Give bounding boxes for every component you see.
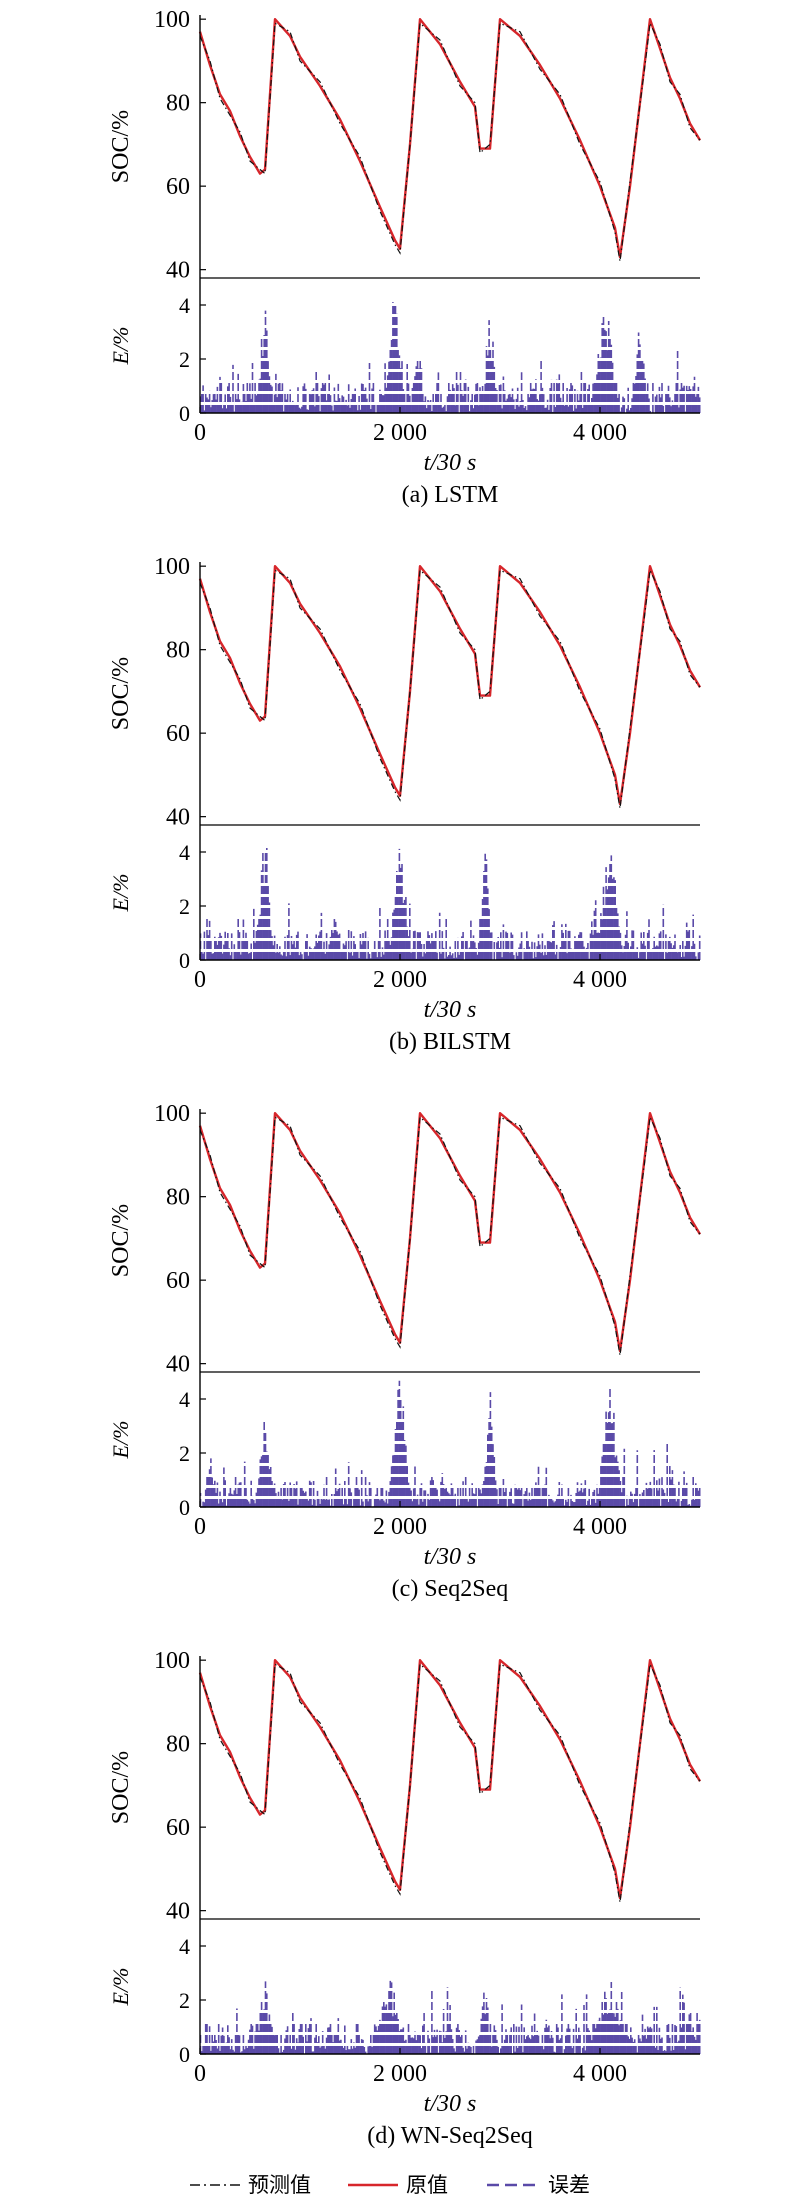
x-tick-label: 0 [194,1514,206,1540]
legend-label-predicted: 预测值 [248,2173,311,2197]
legend-item-predicted: 预测值 [190,2173,311,2197]
soc-line-predicted-2 [199,568,701,809]
soc-line-original-1 [198,18,702,259]
soc-line-original-2 [198,565,702,806]
soc-axis-label: SOC/% [108,110,134,183]
soc-tick-label: 100 [154,554,190,580]
panel-caption: (d) WN-Seq2Seq [367,2123,533,2149]
error-tick-label: 2 [179,347,190,372]
error-series-1 [199,302,701,413]
error-axis-label: E/% [108,874,133,913]
error-tick-label: 2 [179,1988,190,2013]
error-series-3 [199,1380,701,1507]
error-tick-label: 4 [179,1387,190,1412]
x-axis-label: t/30 s [424,1544,477,1570]
x-tick-label: 0 [194,2061,206,2087]
x-tick-label: 4 000 [573,967,627,993]
x-tick-label: 2 000 [373,1514,427,1540]
soc-line-predicted-3 [199,1115,701,1356]
soc-line-predicted-4 [199,1662,701,1903]
x-axis-label: t/30 s [424,997,477,1023]
error-tick-label: 4 [179,293,190,318]
soc-tick-label: 80 [166,638,190,664]
x-tick-label: 2 000 [373,2061,427,2087]
soc-tick-label: 60 [166,1268,190,1294]
soc-tick-label: 40 [166,1352,190,1378]
error-tick-label: 2 [179,894,190,919]
panel-caption: (a) LSTM [402,482,499,508]
soc-tick-label: 80 [166,1732,190,1758]
error-axis-label: E/% [108,1968,133,2007]
error-tick-label: 0 [179,948,190,973]
soc-tick-label: 40 [166,1899,190,1925]
soc-line-original-3 [198,1111,702,1353]
soc-line-predicted-1 [199,21,701,262]
x-tick-label: 4 000 [573,2061,627,2087]
soc-axis-label: SOC/% [108,657,134,730]
soc-tick-label: 100 [154,1648,190,1674]
soc-line-original-4 [198,1658,702,1900]
x-axis-label: t/30 s [424,2091,477,2117]
error-tick-label: 0 [179,1495,190,1520]
soc-tick-label: 60 [166,1815,190,1841]
soc-tick-label: 80 [166,91,190,117]
error-series-2 [199,847,701,960]
legend-item-error: 误差 [487,2173,590,2197]
error-tick-label: 0 [179,2042,190,2067]
error-tick-label: 2 [179,1441,190,1466]
soc-tick-label: 40 [166,805,190,831]
soc-tick-label: 60 [166,721,190,747]
error-tick-label: 0 [179,401,190,426]
x-tick-label: 4 000 [573,420,627,446]
legend-label-error: 误差 [548,2173,590,2197]
x-tick-label: 0 [194,967,206,993]
x-tick-label: 0 [194,420,206,446]
error-tick-label: 4 [179,1934,190,1959]
error-axis-label: E/% [108,327,133,366]
x-tick-label: 4 000 [573,1514,627,1540]
x-axis-label: t/30 s [424,450,477,476]
soc-axis-label: SOC/% [108,1204,134,1277]
error-axis-label: E/% [108,1421,133,1460]
error-tick-label: 4 [179,840,190,865]
panel-caption: (b) BILSTM [389,1029,511,1055]
soc-tick-label: 40 [166,258,190,284]
legend: 预测值 原值 误差 [190,2173,590,2197]
panel-caption: (c) Seq2Seq [392,1576,509,1602]
soc-tick-label: 100 [154,7,190,33]
soc-tick-label: 100 [154,1101,190,1127]
soc-tick-label: 80 [166,1185,190,1211]
legend-label-original: 原值 [406,2173,448,2197]
legend-item-original: 原值 [348,2173,448,2197]
x-tick-label: 2 000 [373,967,427,993]
x-tick-label: 2 000 [373,420,427,446]
soc-tick-label: 60 [166,174,190,200]
error-series-4 [199,1980,701,2054]
soc-axis-label: SOC/% [108,1751,134,1824]
